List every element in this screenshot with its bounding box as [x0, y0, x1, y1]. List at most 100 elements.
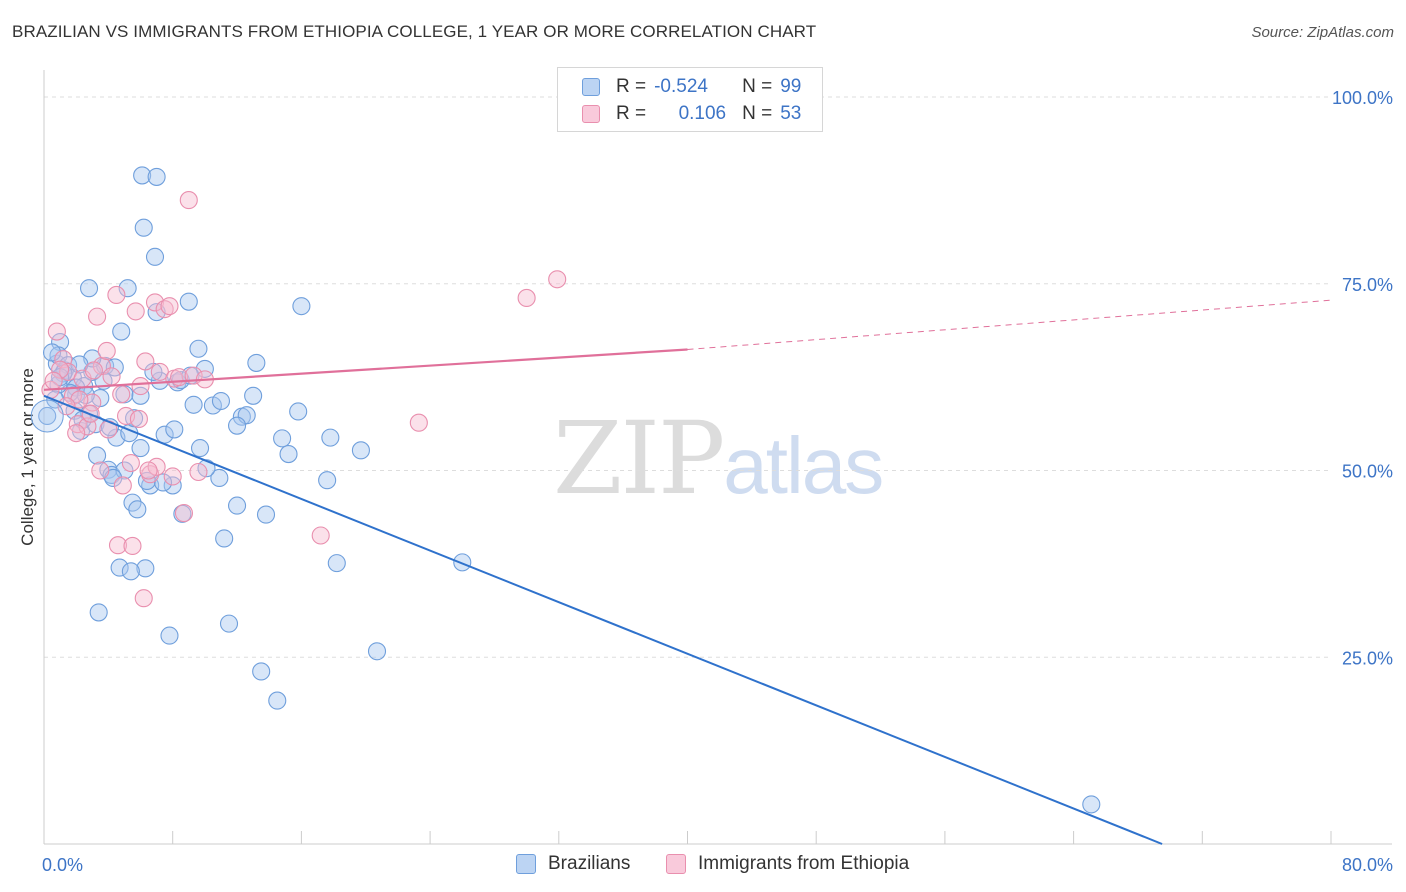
point-brazilians — [38, 406, 57, 426]
point-ethiopia — [131, 377, 150, 396]
y-axis-label: College, 1 year or more — [18, 368, 37, 546]
point-brazilians — [165, 420, 184, 439]
point-brazilians — [453, 553, 472, 572]
point-brazilians — [145, 247, 165, 266]
point-brazilians — [244, 386, 263, 405]
point-ethiopia — [107, 285, 126, 305]
point-ethiopia — [155, 300, 174, 319]
point-brazilians — [219, 614, 239, 633]
y-tick-label: 75.0% — [1342, 275, 1393, 295]
point-ethiopia — [129, 409, 148, 429]
chart-title: BRAZILIAN VS IMMIGRANTS FROM ETHIOPIA CO… — [12, 22, 817, 41]
point-brazilians — [210, 468, 229, 488]
point-brazilians — [321, 428, 340, 447]
n-label: N = — [742, 76, 773, 97]
x-tick-label: 80.0% — [1342, 855, 1393, 875]
legend-label-brazilians: Brazilians — [548, 853, 631, 874]
point-brazilians — [133, 166, 152, 185]
point-ethiopia — [189, 462, 208, 482]
point-ethiopia — [121, 453, 140, 473]
point-ethiopia — [174, 504, 194, 523]
blue-swatch-icon — [516, 854, 536, 874]
point-brazilians — [318, 471, 337, 490]
point-brazilians — [173, 504, 192, 523]
point-ethiopia — [311, 526, 330, 545]
r-label: R = — [616, 103, 647, 124]
point-brazilians — [247, 353, 266, 372]
trend-line-ethiopia — [43, 348, 688, 391]
point-brazilians — [134, 218, 153, 237]
blue-swatch-icon — [582, 78, 600, 96]
point-ethiopia — [112, 385, 131, 404]
point-brazilians — [252, 662, 271, 681]
y-tick-label: 25.0% — [1342, 648, 1393, 668]
point-brazilians — [184, 395, 203, 414]
legend-item-brazilians: Brazilians — [516, 851, 630, 877]
point-brazilians — [289, 402, 308, 421]
point-ethiopia — [548, 270, 567, 289]
point-brazilians — [121, 562, 140, 581]
point-brazilians — [211, 391, 231, 411]
point-brazilians — [189, 339, 208, 358]
point-ethiopia — [126, 302, 145, 321]
point-ethiopia — [163, 467, 182, 486]
point-brazilians — [1082, 795, 1101, 814]
stats-legend: R = -0.524 N = 99 R = 0.106 N = 53 — [557, 67, 823, 132]
point-ethiopia — [91, 461, 110, 480]
point-brazilians — [279, 445, 298, 464]
point-brazilians — [110, 558, 129, 577]
point-ethiopia — [517, 288, 536, 307]
point-brazilians — [160, 626, 179, 645]
point-ethiopia — [123, 536, 142, 555]
trend-line-brazilians — [43, 394, 1163, 845]
stats-legend-row-brazilians: R = -0.524 N = 99 — [582, 75, 801, 99]
point-ethiopia — [67, 424, 86, 443]
point-brazilians — [351, 441, 370, 460]
point-ethiopia — [145, 293, 165, 312]
point-ethiopia — [139, 461, 158, 480]
point-brazilians — [147, 167, 166, 186]
point-ethiopia — [44, 371, 63, 390]
point-ethiopia — [88, 307, 107, 326]
point-ethiopia — [136, 352, 155, 371]
point-brazilians — [153, 473, 173, 492]
point-ethiopia — [51, 360, 70, 379]
point-brazilians — [215, 529, 234, 548]
point-ethiopia — [47, 322, 66, 341]
point-ethiopia — [160, 297, 179, 316]
point-ethiopia — [409, 413, 428, 432]
point-brazilians — [118, 279, 137, 298]
n-label: N = — [742, 103, 773, 124]
point-brazilians — [179, 292, 198, 311]
point-brazilians — [42, 343, 62, 362]
point-brazilians — [273, 429, 292, 448]
y-tick-label: 50.0% — [1342, 462, 1393, 482]
point-brazilians — [128, 500, 147, 519]
point-brazilians — [256, 505, 276, 524]
point-brazilians — [131, 386, 150, 405]
point-brazilians — [367, 642, 387, 661]
r-label: R = — [616, 76, 647, 97]
point-ethiopia — [108, 536, 128, 555]
point-brazilians — [292, 297, 311, 316]
point-brazilians — [112, 322, 131, 341]
point-brazilians — [88, 446, 107, 465]
point-brazilians — [228, 416, 247, 435]
r-value: 0.106 — [678, 103, 727, 124]
point-brazilians — [268, 691, 287, 710]
point-brazilians — [131, 439, 150, 458]
point-brazilians — [327, 554, 346, 573]
pink-swatch-icon — [666, 854, 686, 874]
source-label: Source: ZipAtlas.com — [1251, 24, 1394, 41]
point-ethiopia — [113, 476, 132, 495]
n-value: 99 — [780, 76, 802, 97]
point-ethiopia — [134, 589, 153, 608]
point-brazilians — [190, 439, 210, 458]
point-brazilians — [228, 496, 247, 515]
point-brazilians — [79, 279, 99, 298]
point-ethiopia — [102, 367, 121, 386]
point-brazilians — [89, 603, 108, 622]
stats-legend-row-ethiopia: R = 0.106 N = 53 — [582, 102, 801, 126]
legend-label-ethiopia: Immigrants from Ethiopia — [698, 853, 910, 874]
